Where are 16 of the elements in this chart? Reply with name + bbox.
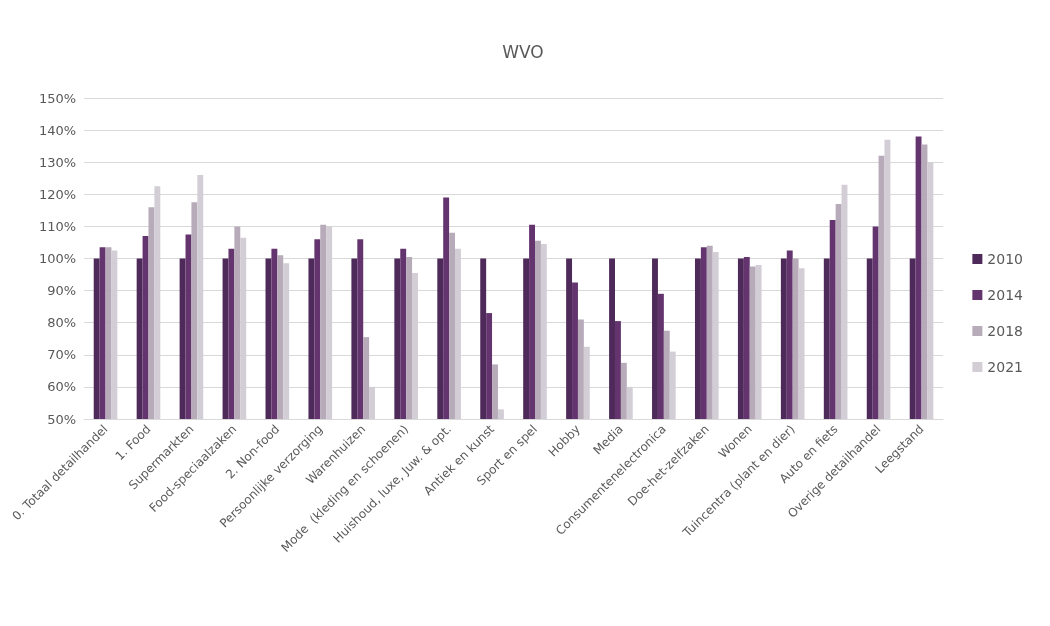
legend-label: 2010 [987, 251, 1024, 267]
y-tick-label: 90% [47, 283, 77, 299]
legend-label: 2021 [987, 359, 1024, 375]
y-tick-label: 110% [38, 218, 77, 234]
chart-title: WVO [502, 41, 544, 62]
y-tick-label: 80% [47, 315, 77, 331]
legend-label: 2014 [987, 287, 1024, 303]
y-tick-label: 140% [38, 122, 77, 138]
y-tick-label: 100% [38, 251, 77, 266]
legend-label: 2018 [987, 323, 1024, 339]
y-tick-label: 120% [38, 186, 77, 202]
y-tick-label: 130% [38, 154, 77, 170]
y-tick-label: 70% [47, 347, 77, 363]
y-tick-label: 150% [38, 90, 77, 106]
y-tick-label: 50% [47, 411, 77, 427]
y-tick-label: 60% [47, 379, 77, 395]
